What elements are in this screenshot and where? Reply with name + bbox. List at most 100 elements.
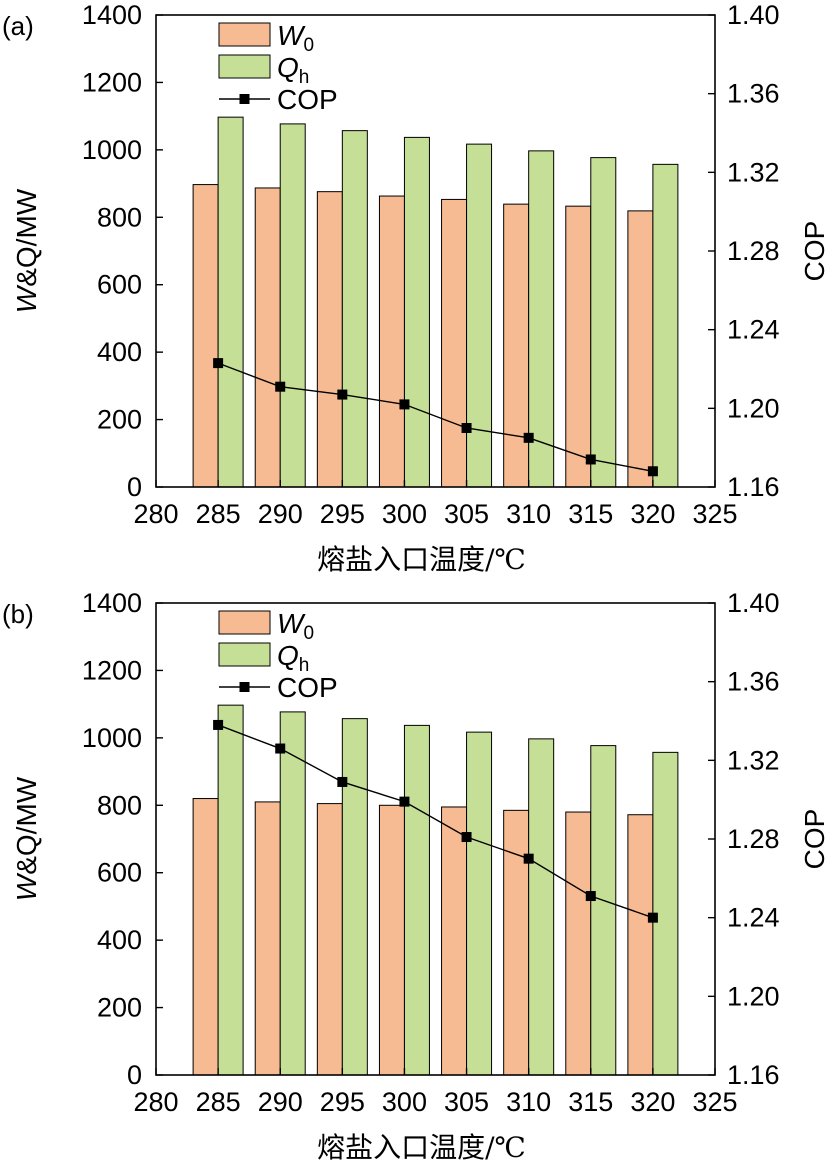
- bar-qh-315: [590, 157, 617, 488]
- bar-qh-305: [466, 143, 493, 488]
- bar-qh-290: [279, 123, 306, 488]
- y-right-tick-label: 1.24: [727, 903, 780, 933]
- y-right-tick-label: 1.24: [727, 315, 780, 345]
- chart-panel-b: 280 285 290 295 300 305 310 315 320 325 0 200 400 600…: [2, 588, 830, 1164]
- bar-w0-290: [254, 801, 281, 1076]
- bar-w0-315: [565, 205, 592, 488]
- y-left-tick-label: 1400: [82, 0, 142, 30]
- y-left-axis-title-rest: &Q/MW: [11, 188, 42, 287]
- legend-label-w0: W0: [277, 20, 314, 56]
- bar-w0-320: [627, 210, 654, 488]
- cop-point-320: [647, 912, 658, 923]
- x-tick-label: 305: [444, 499, 489, 529]
- bar-qh-310: [528, 150, 555, 488]
- legend-label-qh: Qh: [277, 640, 309, 676]
- bar-w0-305: [441, 806, 468, 1076]
- y-left-axis-title: W&Q/MW: [11, 188, 42, 313]
- cop-point-320: [647, 466, 658, 477]
- bar-qh-285: [217, 704, 244, 1076]
- bar-w0-285: [192, 798, 219, 1076]
- bar-qh-310: [528, 738, 555, 1076]
- cop-point-310: [523, 853, 534, 864]
- chart-panel-a: 280 285 290 295 300 305 310 315 320 325 0 200 400 600…: [2, 0, 830, 576]
- y-right-tick-label: 1.32: [727, 745, 780, 775]
- y-left-tick-label: 400: [97, 925, 142, 955]
- y-left-tick-label: 1000: [82, 135, 142, 165]
- y-left-tick-label: 600: [97, 858, 142, 888]
- x-tick-label: 300: [382, 499, 427, 529]
- bar-w0-300: [378, 804, 405, 1076]
- bar-w0-315: [565, 811, 592, 1076]
- legend-label-sub: 0: [303, 35, 314, 56]
- x-axis-title: 熔盐入口温度/℃: [317, 543, 526, 576]
- y-left-tick-label: 0: [127, 472, 142, 502]
- bar-w0-305: [441, 198, 468, 488]
- y-left-tick-label: 400: [97, 337, 142, 367]
- legend-swatch-qh: [218, 54, 271, 79]
- cop-point-300: [399, 796, 410, 807]
- x-tick-label: 290: [258, 499, 303, 529]
- legend-label-sub: h: [299, 655, 310, 676]
- x-axis-title: 熔盐入口温度/℃: [317, 1131, 526, 1164]
- bar-w0-310: [503, 203, 530, 488]
- cop-point-290: [275, 743, 286, 754]
- x-tick-label: 285: [196, 499, 241, 529]
- y-right-axis-title: COP: [799, 221, 830, 282]
- y-left-tick-label: 1200: [82, 655, 142, 685]
- y-right-tick-label: 1.28: [727, 236, 780, 266]
- bar-w0-310: [503, 809, 530, 1076]
- y-right-tick-label: 1.16: [727, 1060, 780, 1090]
- x-tick-label: 320: [630, 499, 675, 529]
- bar-qh-290: [279, 711, 306, 1076]
- legend-label-sub: h: [299, 67, 310, 88]
- bar-qh-285: [217, 116, 244, 488]
- y-right-tick-label: 1.40: [727, 0, 780, 30]
- y-left-axis-title-rest: &Q/MW: [11, 776, 42, 875]
- y-left-tick-label: 1400: [82, 588, 142, 618]
- y-left-tick-label: 200: [97, 405, 142, 435]
- legend-swatch-w0: [218, 610, 271, 635]
- y-left-tick-label: 800: [97, 790, 142, 820]
- bar-qh-315: [590, 745, 617, 1076]
- y-right-tick-label: 1.28: [727, 824, 780, 854]
- y-left-axis-title: W&Q/MW: [11, 776, 42, 901]
- legend-swatch-qh: [218, 642, 271, 667]
- cop-point-305: [461, 832, 472, 843]
- cop-point-315: [585, 454, 596, 465]
- y-left-tick-label: 1200: [82, 67, 142, 97]
- legend-swatch-w0: [218, 22, 271, 47]
- x-tick-label: 315: [568, 499, 613, 529]
- legend-marker-cop: [239, 94, 250, 104]
- x-tick-label: 305: [444, 1087, 489, 1117]
- bar-qh-295: [341, 130, 368, 488]
- y-left-tick-label: 800: [97, 202, 142, 232]
- bar-w0-285: [192, 184, 219, 488]
- cop-point-300: [399, 399, 410, 410]
- x-tick-label: 315: [568, 1087, 613, 1117]
- x-tick-label: 280: [133, 1087, 178, 1117]
- x-tick-label: 285: [196, 1087, 241, 1117]
- bar-qh-295: [341, 718, 368, 1076]
- legend-marker-cop: [239, 682, 250, 692]
- legend-label-main: Q: [277, 640, 299, 671]
- y-left-axis-title-italic: W: [11, 284, 42, 313]
- panel-label: (b): [2, 599, 34, 629]
- bar-w0-290: [254, 187, 281, 488]
- legend-label-main: W: [277, 20, 306, 51]
- x-tick-label: 300: [382, 1087, 427, 1117]
- y-left-axis-title-italic: W: [11, 872, 42, 901]
- bar-w0-300: [378, 195, 405, 488]
- legend-label-main: W: [277, 608, 306, 639]
- x-tick-label: 280: [133, 499, 178, 529]
- cop-point-310: [523, 432, 534, 443]
- cop-point-285: [213, 358, 224, 369]
- y-right-tick-label: 1.20: [727, 393, 780, 423]
- panel-label: (a): [2, 11, 34, 41]
- cop-line: [217, 362, 654, 472]
- legend-label-cop: COP: [277, 84, 338, 115]
- bar-qh-300: [403, 136, 430, 488]
- legend-label-qh: Qh: [277, 52, 309, 88]
- y-right-axis-title: COP: [799, 809, 830, 870]
